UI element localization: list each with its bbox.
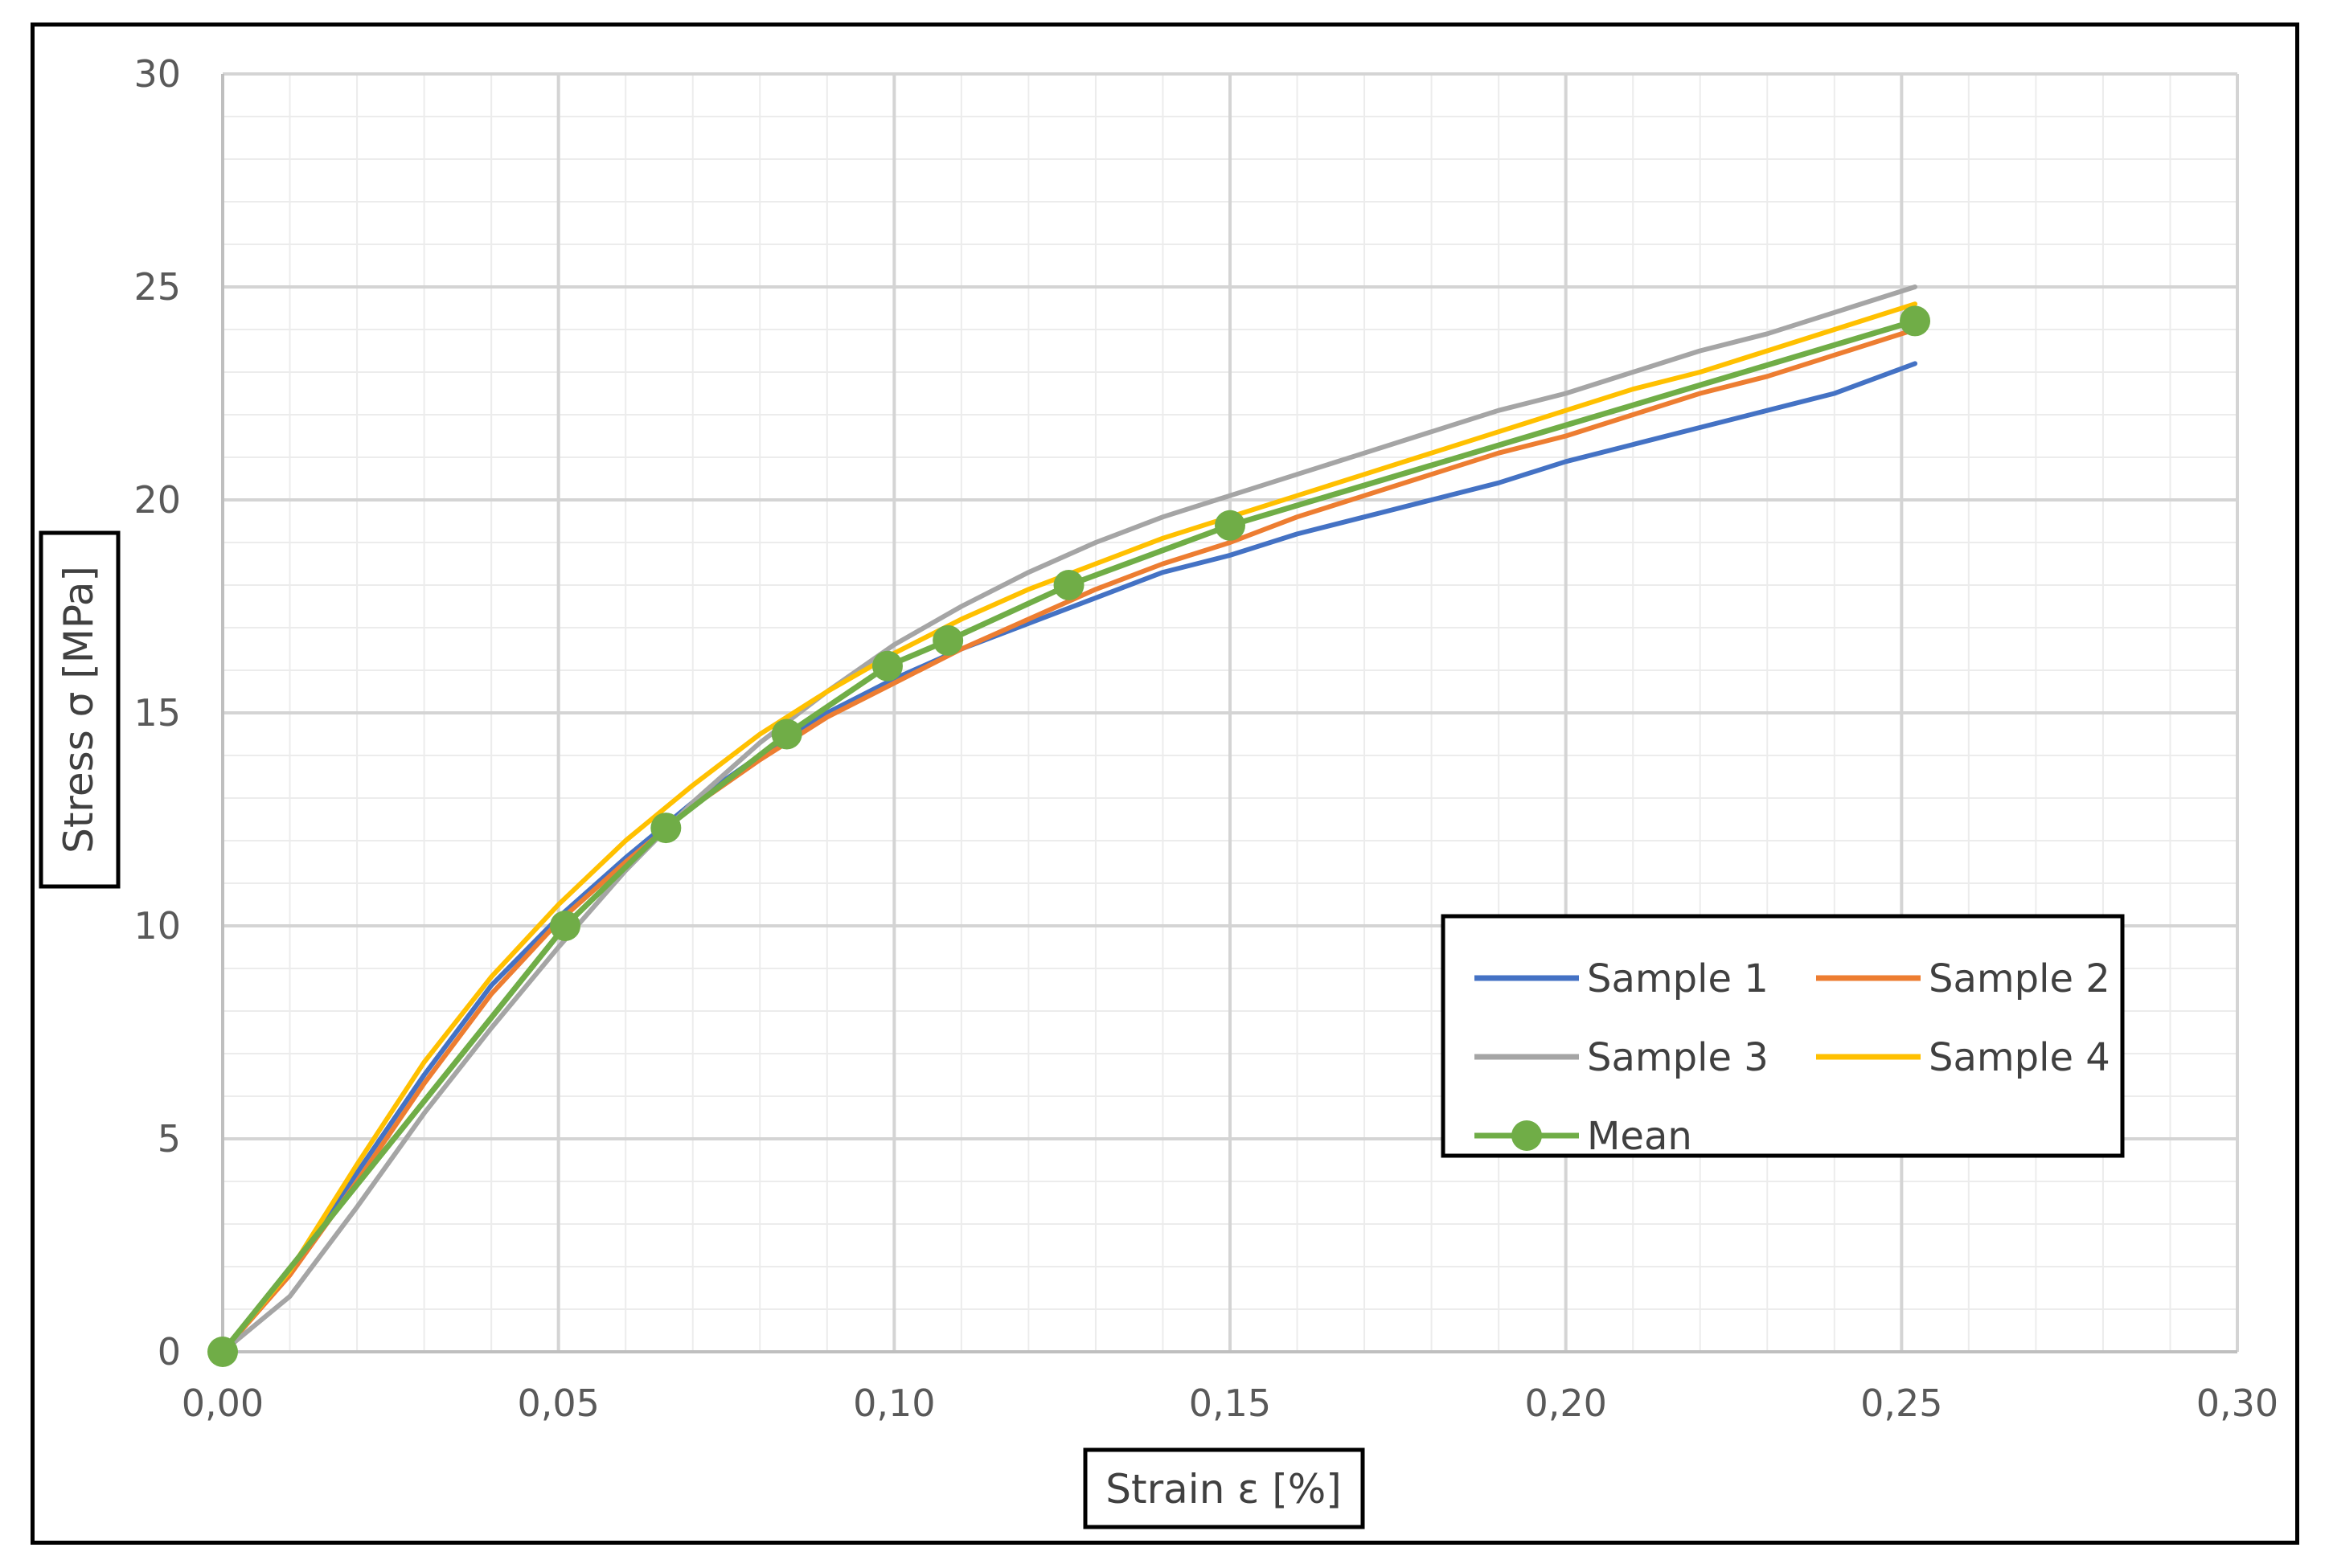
legend-label-sample-1: Sample 1 (1587, 956, 1769, 1001)
y-tick-label: 25 (133, 265, 181, 309)
y-tick-label: 20 (133, 478, 181, 522)
y-tick-label: 5 (158, 1117, 181, 1161)
series-lines (219, 285, 1918, 1355)
x-axis-title: Strain ε [%] (1105, 1466, 1341, 1513)
legend-label-mean: Mean (1587, 1114, 1692, 1159)
x-tick-label: 0,30 (2196, 1382, 2278, 1425)
y-tick-labels: 0 5 10 15 20 25 30 (133, 52, 181, 1374)
mean-marker (933, 624, 964, 656)
legend-marker-mean (1511, 1120, 1542, 1151)
series-line-sample-4 (220, 301, 1917, 1354)
mean-marker (1215, 510, 1245, 541)
legend-label-sample-2: Sample 2 (1929, 956, 2110, 1001)
x-tick-label: 0,20 (1524, 1382, 1606, 1425)
series-line-sample-3 (220, 285, 1917, 1354)
x-tick-label: 0,05 (517, 1382, 599, 1425)
legend-label-sample-3: Sample 3 (1587, 1035, 1769, 1080)
x-tick-label: 0,10 (853, 1382, 935, 1425)
x-axis-title-box: Strain ε [%] (1083, 1447, 1365, 1529)
y-axis-title: Stress σ [MPa] (55, 566, 102, 854)
x-tick-labels: 0,00 0,05 0,10 0,15 0,20 0,25 0,30 (182, 1382, 2278, 1425)
mean-marker (550, 911, 581, 941)
y-axis-title-box: Stress σ [MPa] (39, 530, 121, 889)
chart-frame: 0,00 0,05 0,10 0,15 0,20 0,25 0,30 0 5 10 15 20 25 3… (31, 23, 2299, 1545)
axes (221, 74, 2237, 1353)
mean-marker (1053, 570, 1085, 600)
stress-strain-chart: 0,00 0,05 0,10 0,15 0,20 0,25 0,30 0 5 10 15 20 25 3… (39, 52, 2278, 1529)
series-line-sample-2 (220, 327, 1917, 1354)
y-tick-label: 30 (133, 52, 181, 96)
mean-marker (771, 718, 802, 750)
x-tick-label: 0,15 (1189, 1382, 1271, 1425)
series-line-sample-1 (220, 361, 1917, 1354)
mean-marker (207, 1337, 238, 1367)
series-line-mean (219, 317, 1918, 1355)
mean-marker (1900, 305, 1931, 337)
y-tick-label: 15 (133, 691, 181, 735)
major-gridlines (221, 72, 2239, 1353)
x-tick-label: 0,00 (182, 1382, 264, 1425)
legend-label-sample-4: Sample 4 (1929, 1035, 2110, 1080)
x-tick-label: 0,25 (1860, 1382, 1942, 1425)
legend: Sample 1 Sample 2 Sample 3 Sample 4 Mean (1441, 914, 2125, 1159)
mean-marker (650, 813, 682, 844)
mean-markers (207, 305, 1931, 1367)
y-tick-label: 10 (133, 904, 181, 948)
mean-marker (871, 650, 903, 682)
y-tick-label: 0 (158, 1330, 181, 1374)
